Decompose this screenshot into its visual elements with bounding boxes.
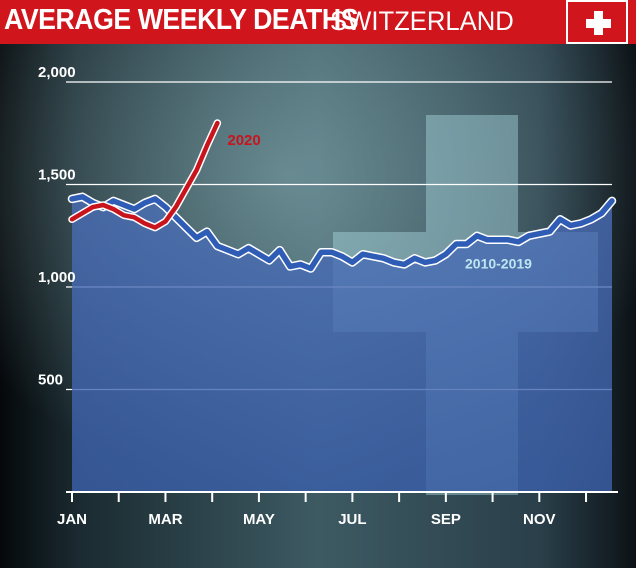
y-axis: 500 1,000 1,500 2,000 <box>38 64 76 389</box>
series-label-2020: 2020 <box>227 132 260 149</box>
chart-title: AVERAGE WEEKLY DEATHS <box>4 4 359 36</box>
swiss-flag-icon <box>566 0 628 44</box>
series-lines <box>67 119 617 273</box>
series-label-2010-2019: 2010-2019 <box>465 256 532 272</box>
y-tick-label: 1,000 <box>38 269 76 286</box>
x-tick-label: MAY <box>243 511 275 528</box>
x-axis: JAN MAR MAY JUL SEP NOV <box>57 491 618 528</box>
x-tick-label: JUL <box>338 511 366 528</box>
y-tick-label: 500 <box>38 372 63 389</box>
x-tick-label: NOV <box>523 511 556 528</box>
y-tick-label: 2,000 <box>38 64 76 81</box>
chart-subtitle: SWITZERLAND <box>330 6 514 36</box>
x-tick-label: JAN <box>57 511 87 528</box>
line-chart: 500 1,000 1,500 2,000 JAN MAR MAY JUL SEP NOV 20… <box>0 44 636 568</box>
header-banner: AVERAGE WEEKLY DEATHS SWITZERLAND <box>0 0 636 44</box>
x-tick-label: SEP <box>431 511 461 528</box>
chart-area: 500 1,000 1,500 2,000 JAN MAR MAY JUL SEP NOV 20… <box>0 44 636 568</box>
y-tick-label: 1,500 <box>38 167 76 184</box>
baseline-area <box>72 196 612 493</box>
x-tick-label: MAR <box>148 511 182 528</box>
